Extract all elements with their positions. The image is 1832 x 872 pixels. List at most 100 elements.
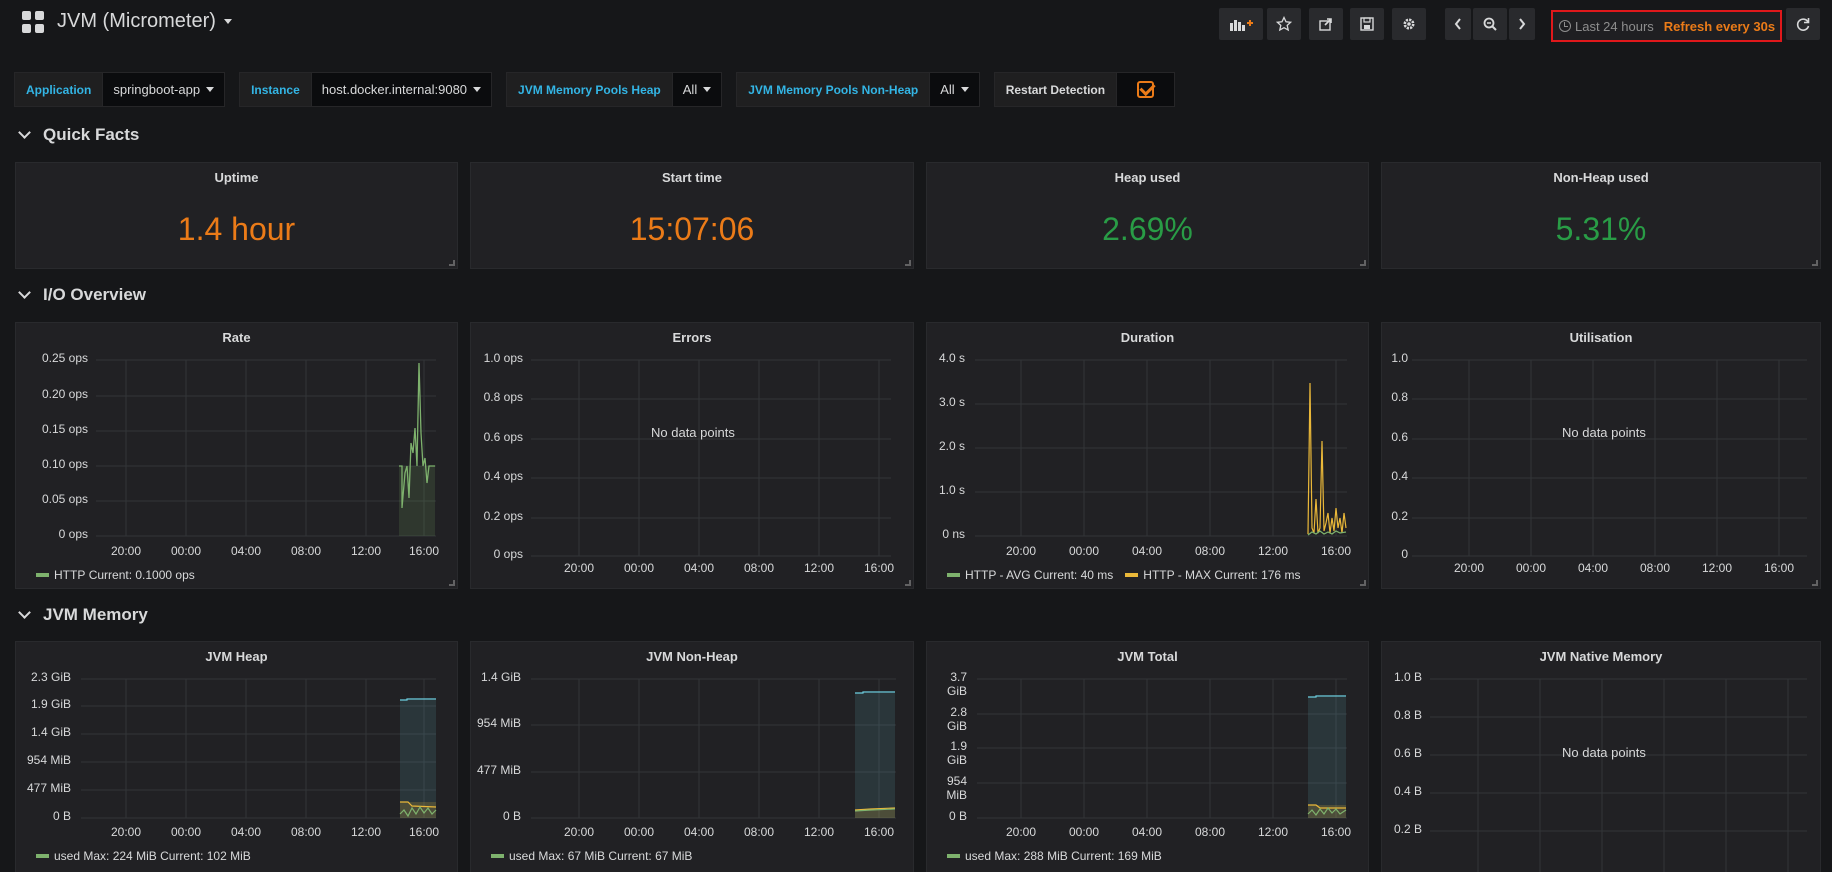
legend: HTTP Current: 0.1000 ops <box>36 568 207 582</box>
resize-handle[interactable] <box>905 580 911 586</box>
x-tick: 00:00 <box>171 544 202 558</box>
star-button[interactable] <box>1267 8 1301 40</box>
y-tick: 0.10 ops <box>41 457 88 471</box>
y-tick: 0.6 ops <box>483 430 523 444</box>
y-tick: 0.8 <box>1391 390 1408 404</box>
resize-handle[interactable] <box>905 260 911 266</box>
dashboard-title[interactable]: JVM (Micrometer) <box>57 10 216 32</box>
errors-graph[interactable] <box>471 323 915 590</box>
restart-detection-checkbox[interactable] <box>1117 72 1176 107</box>
resize-handle[interactable] <box>1812 260 1818 266</box>
panel-duration[interactable]: Duration 4.0 s 3.0 s 2.0 s 1.0 s 0 ns 20… <box>926 322 1369 589</box>
instance-label: Instance <box>239 72 312 107</box>
template-variables: Application springboot-app Instance host… <box>14 72 1189 107</box>
heap-pools-select[interactable]: All <box>672 72 723 107</box>
row-io-overview[interactable]: I/O Overview <box>18 285 146 305</box>
variable-restart-detection: Restart Detection <box>993 72 1176 107</box>
panel-title[interactable]: JVM Native Memory <box>1539 649 1663 664</box>
resize-handle[interactable] <box>449 260 455 266</box>
series-max <box>400 698 436 701</box>
panel-title[interactable]: Utilisation <box>1569 330 1633 345</box>
legend-item[interactable]: used Max: 67 MiB Current: 67 MiB <box>491 849 692 863</box>
row-title: I/O Overview <box>43 285 146 304</box>
panel-title[interactable]: Uptime <box>214 170 259 185</box>
legend-current: Current: 0.1000 ops <box>88 568 195 582</box>
x-tick: 12:00 <box>1258 825 1289 839</box>
panel-title[interactable]: Rate <box>222 330 251 345</box>
legend-item[interactable]: used Max: 288 MiB Current: 169 MiB <box>947 849 1162 863</box>
legend-item[interactable]: HTTP Current: 0.1000 ops <box>36 568 195 582</box>
panel-rate[interactable]: Rate 0.25 ops 0.20 ops 0.15 ops 0.10 ops… <box>15 322 458 589</box>
rate-graph[interactable] <box>16 323 459 590</box>
jvm-heap-graph[interactable] <box>16 642 459 872</box>
time-back-button[interactable] <box>1445 8 1471 40</box>
resize-handle[interactable] <box>1812 580 1818 586</box>
resize-handle[interactable] <box>1360 260 1366 266</box>
legend-current: Current: 102 MiB <box>160 849 251 863</box>
jvm-total-graph[interactable] <box>927 642 1370 872</box>
panel-title[interactable]: JVM Total <box>1117 649 1178 664</box>
share-button[interactable] <box>1309 8 1343 40</box>
jvm-nonheap-graph[interactable] <box>471 642 915 872</box>
panel-utilisation[interactable]: Utilisation 1.0 0.8 0.6 0.4 0.2 0 No dat… <box>1381 322 1821 589</box>
panel-jvm-native-memory[interactable]: JVM Native Memory 1.0 B 0.8 B 0.6 B 0.4 … <box>1381 641 1821 872</box>
time-range-picker[interactable]: Last 24 hours Refresh every 30s <box>1551 10 1782 42</box>
panel-title[interactable]: Duration <box>1120 330 1175 345</box>
y-tick: 477 MiB <box>26 781 71 795</box>
panel-title[interactable]: Non-Heap used <box>1553 170 1649 185</box>
resize-handle[interactable] <box>1360 580 1366 586</box>
dashboards-grid-icon[interactable] <box>22 10 44 33</box>
x-tick: 12:00 <box>1258 544 1289 558</box>
heap-pools-label: JVM Memory Pools Heap <box>506 72 673 107</box>
duration-graph[interactable] <box>927 323 1370 590</box>
panel-jvm-total[interactable]: JVM Total 3.7 GiB 2.8 GiB 1.9 GiB 954 Mi… <box>926 641 1369 872</box>
grid-lines <box>531 678 896 819</box>
legend-swatch <box>947 854 960 858</box>
settings-button[interactable] <box>1392 8 1426 40</box>
chevron-down-icon[interactable] <box>223 19 232 24</box>
time-forward-button[interactable] <box>1509 8 1535 40</box>
panel-title[interactable]: Errors <box>672 330 712 345</box>
x-tick: 04:00 <box>1578 561 1609 575</box>
refresh-button[interactable] <box>1786 8 1820 40</box>
panel-jvm-nonheap[interactable]: JVM Non-Heap 1.4 GiB 954 MiB 477 MiB 0 B… <box>470 641 914 872</box>
row-jvm-memory[interactable]: JVM Memory <box>18 605 148 625</box>
resize-handle[interactable] <box>449 580 455 586</box>
jvm-native-graph[interactable] <box>1382 642 1822 872</box>
x-tick: 12:00 <box>1702 561 1733 575</box>
panel-heap-used[interactable]: Heap used 2.69% <box>926 162 1369 269</box>
row-quick-facts[interactable]: Quick Facts <box>18 125 139 145</box>
x-tick: 20:00 <box>1006 825 1037 839</box>
x-tick: 04:00 <box>684 561 715 575</box>
series-committed <box>400 801 437 808</box>
series-committed <box>1308 804 1346 809</box>
x-tick: 00:00 <box>1516 561 1547 575</box>
x-tick: 08:00 <box>1195 544 1226 558</box>
legend-name: HTTP - AVG <box>965 568 1031 582</box>
panel-nonheap-used[interactable]: Non-Heap used 5.31% <box>1381 162 1821 269</box>
panel-uptime[interactable]: Uptime 1.4 hour <box>15 162 458 269</box>
legend-item[interactable]: HTTP - AVG Current: 40 ms <box>947 568 1113 582</box>
legend-item[interactable]: used Max: 224 MiB Current: 102 MiB <box>36 849 251 863</box>
x-tick: 08:00 <box>1195 825 1226 839</box>
panel-errors[interactable]: Errors 1.0 ops 0.8 ops 0.6 ops 0.4 ops 0… <box>470 322 914 589</box>
nonheap-pools-select[interactable]: All <box>930 72 980 107</box>
dashboard-title-area[interactable]: JVM (Micrometer) <box>22 10 232 33</box>
application-select[interactable]: springboot-app <box>103 72 226 107</box>
panel-title[interactable]: JVM Heap <box>205 649 268 664</box>
add-panel-button[interactable] <box>1219 8 1263 40</box>
panel-title[interactable]: JVM Non-Heap <box>646 649 738 664</box>
panel-title[interactable]: Start time <box>662 170 722 185</box>
x-tick: 20:00 <box>1454 561 1485 575</box>
panel-title[interactable]: Heap used <box>1114 170 1181 185</box>
legend-item[interactable]: HTTP - MAX Current: 176 ms <box>1125 568 1300 582</box>
utilisation-graph[interactable] <box>1382 323 1822 590</box>
legend-max: Max: 224 MiB <box>83 849 157 863</box>
save-button[interactable] <box>1350 8 1384 40</box>
zoom-out-button[interactable] <box>1473 8 1507 40</box>
x-tick: 00:00 <box>1069 825 1100 839</box>
panel-start-time[interactable]: Start time 15:07:06 <box>470 162 914 269</box>
panel-jvm-heap[interactable]: JVM Heap 2.3 GiB 1.9 GiB 1.4 GiB 954 MiB… <box>15 641 458 872</box>
instance-select[interactable]: host.docker.internal:9080 <box>311 72 493 107</box>
x-tick: 16:00 <box>409 544 440 558</box>
